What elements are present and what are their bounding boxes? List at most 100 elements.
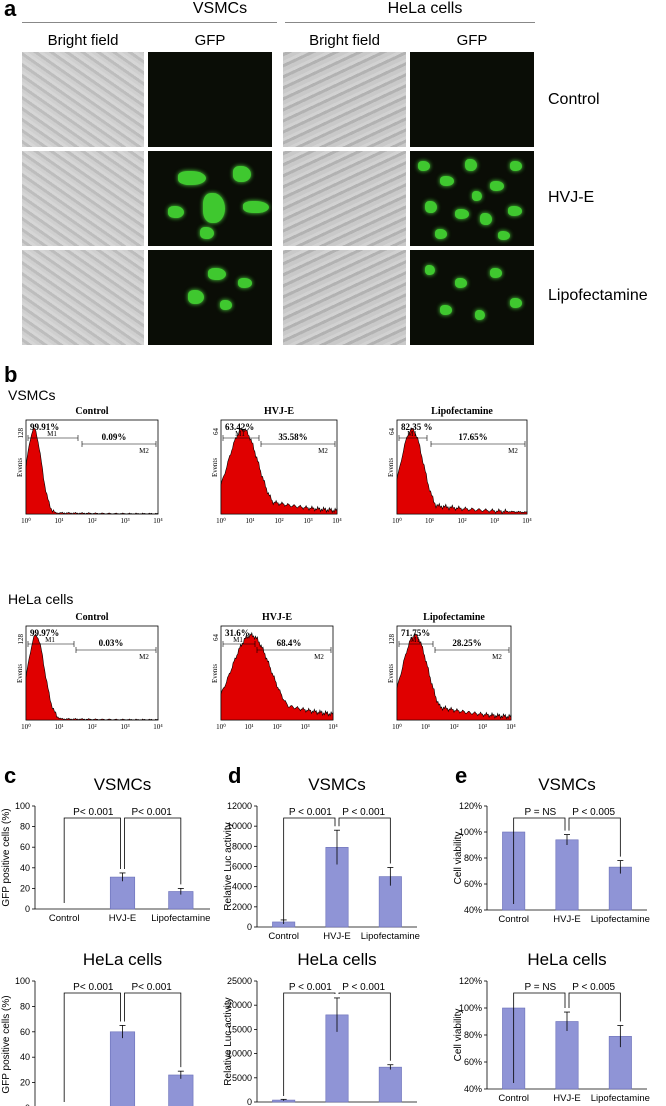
significance-bracket [124, 817, 182, 885]
gfp-cell [425, 265, 435, 275]
y-tick-label: 20 [20, 1078, 30, 1088]
category-label: HVJ-E [323, 931, 350, 942]
facs-x-tick: 10⁰ [392, 517, 402, 525]
gate-m2-label: M2 [492, 653, 502, 661]
y-tick-label: 4000 [232, 882, 252, 892]
y-tick-label: 2000 [232, 902, 252, 912]
micrograph-brightfield [22, 151, 144, 246]
category-label: Lipofectamine [591, 914, 650, 925]
gfp-cell [188, 290, 204, 304]
chart-title: VSMCs [538, 775, 596, 794]
significance-bracket [283, 817, 336, 921]
micrograph-gfp [410, 52, 534, 147]
gate-m1-percent: 71.75% [401, 628, 430, 638]
category-label: Control [498, 914, 529, 925]
y-tick-label: 40% [464, 1084, 482, 1094]
gate-m1-percent: 63.42% [225, 422, 254, 432]
gfp-cell [480, 213, 492, 225]
gfp-cell [490, 268, 502, 278]
y-tick-label: 20 [20, 883, 30, 893]
gfp-cell [200, 227, 214, 239]
facs-x-tick: 10¹ [421, 723, 430, 731]
micrograph-gfp [148, 52, 272, 147]
gfp-cell [455, 278, 467, 288]
facs-x-tick: 10⁰ [21, 517, 31, 525]
gate-m2-percent: 17.65% [458, 432, 487, 442]
y-tick-label: 60% [464, 879, 482, 889]
facs-histogram-fill [220, 427, 338, 515]
chart-title: VSMCs [308, 775, 366, 794]
gate-m2-label: M2 [139, 447, 149, 455]
facs-x-tick: 10¹ [244, 723, 253, 731]
gfp-cell [475, 310, 485, 320]
p-value: P< 0.001 [73, 807, 114, 818]
facs-events-label: Events [211, 458, 219, 477]
gate-m1-percent: 99.91% [30, 422, 59, 432]
facs-x-tick: 10² [457, 517, 466, 525]
significance-bracket [338, 817, 391, 864]
gfp-cell [510, 298, 522, 308]
micrograph-brightfield [22, 250, 144, 345]
group-header-hela: HeLa cells [387, 0, 463, 17]
y-tick-label: 80 [20, 1001, 30, 1011]
facs-events-label: Events [16, 458, 24, 477]
gfp-cell [220, 300, 232, 310]
gate-m2-label: M2 [508, 447, 518, 455]
bar [168, 1074, 194, 1106]
micrograph-gfp [410, 250, 534, 345]
gate-m1-percent: 99.97% [30, 628, 59, 638]
gfp-cell [233, 166, 251, 182]
facs-x-tick: 10¹ [425, 517, 434, 525]
significance-bracket [568, 992, 621, 1022]
gate-m1-percent: 82.35 % [401, 422, 433, 432]
p-value: P < 0.001 [342, 807, 385, 818]
facs-histogram-fill [396, 632, 512, 721]
y-tick-label: 40% [464, 905, 482, 915]
gfp-cell [418, 161, 430, 171]
facs-ymax: 64 [388, 428, 396, 436]
bar [109, 876, 136, 910]
facs-x-tick: 10⁴ [506, 723, 516, 731]
y-tick-label: 80% [464, 853, 482, 863]
column-header: Bright field [47, 32, 119, 49]
facs-ymax: 64 [212, 634, 220, 642]
panel-c-letter: c [4, 763, 17, 788]
p-value: P = NS [524, 982, 556, 993]
category-label: HVJ-E [553, 1093, 580, 1104]
p-value: P< 0.001 [73, 982, 114, 993]
gate-m1-label: M1 [45, 636, 55, 644]
facs-histogram-fill [220, 631, 334, 721]
group-divider [22, 22, 277, 23]
chart-title: VSMCs [94, 775, 152, 794]
y-tick-label: 20000 [227, 1000, 252, 1010]
gate-m2-percent: 0.09% [102, 432, 127, 442]
p-value: P < 0.001 [289, 982, 332, 993]
bar [109, 1031, 136, 1106]
micrograph-gfp [148, 151, 272, 246]
bar-chart: VSMCs Relative Luc activity 0 2000 4000 6000 8… [223, 775, 420, 942]
column-header: Bright field [309, 32, 380, 49]
category-label: Lipofectamine [361, 931, 420, 942]
micrograph-gfp [148, 250, 272, 345]
group-header-vsmcs: VSMCs [192, 0, 248, 17]
row-label: Control [548, 91, 600, 108]
bar-chart: HeLa cells GFP positive cells (%) 0 20 40 60 8… [1, 950, 194, 1106]
gfp-cell [243, 201, 269, 213]
y-axis-label: GFP positive cells (%) [1, 995, 12, 1093]
gate-m1-label: M1 [235, 430, 245, 438]
gfp-cell [472, 191, 482, 201]
y-tick-label: 80 [20, 822, 30, 832]
facs-x-tick: 10² [87, 517, 96, 525]
facs-x-tick: 10⁴ [328, 723, 338, 731]
y-tick-label: 120% [459, 976, 482, 986]
gfp-cell [510, 161, 522, 171]
y-axis-label: Relative Luc activity [223, 997, 234, 1085]
facs-histogram: Control 128 Events M1 M2 99.97% 0.03% 10⁰ 10¹ 10²… [16, 612, 163, 731]
micrograph-brightfield [283, 52, 406, 147]
y-axis-label: Cell viability [453, 832, 464, 885]
facs-ymax: 128 [388, 634, 396, 645]
p-value: P < 0.001 [289, 807, 332, 818]
y-tick-label: 100 [15, 801, 30, 811]
gate-m2-percent: 68.4% [277, 638, 302, 648]
